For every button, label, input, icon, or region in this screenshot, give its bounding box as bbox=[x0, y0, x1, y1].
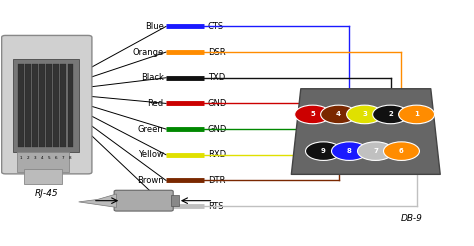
Circle shape bbox=[295, 105, 330, 124]
Text: DB-9: DB-9 bbox=[401, 214, 423, 222]
Text: Green: Green bbox=[138, 125, 164, 134]
Bar bbox=[61, 64, 66, 147]
Text: RXD: RXD bbox=[208, 150, 226, 159]
Circle shape bbox=[373, 105, 409, 124]
Circle shape bbox=[331, 142, 367, 160]
Bar bbox=[39, 64, 45, 147]
Bar bbox=[171, 195, 179, 206]
Text: 8: 8 bbox=[69, 156, 72, 160]
Text: Brown: Brown bbox=[137, 176, 164, 185]
Circle shape bbox=[383, 142, 419, 160]
Bar bbox=[24, 169, 62, 184]
Bar bbox=[25, 64, 31, 147]
Text: Yellow: Yellow bbox=[138, 150, 164, 159]
Text: 7: 7 bbox=[62, 156, 64, 160]
Text: Black: Black bbox=[141, 73, 164, 82]
FancyBboxPatch shape bbox=[1, 35, 92, 174]
Text: TXD: TXD bbox=[208, 73, 225, 82]
Bar bbox=[18, 64, 24, 147]
Text: RJ-45: RJ-45 bbox=[35, 189, 59, 198]
Text: GND: GND bbox=[208, 99, 227, 108]
Text: White: White bbox=[139, 202, 164, 211]
Bar bbox=[46, 64, 52, 147]
Circle shape bbox=[399, 105, 435, 124]
Text: 5: 5 bbox=[48, 156, 50, 160]
Text: 1: 1 bbox=[414, 111, 419, 117]
Circle shape bbox=[320, 105, 356, 124]
Circle shape bbox=[306, 142, 341, 160]
Text: RTS: RTS bbox=[208, 202, 223, 211]
Text: 4: 4 bbox=[41, 156, 43, 160]
Text: CTS: CTS bbox=[208, 22, 224, 31]
Text: 6: 6 bbox=[399, 148, 404, 154]
Bar bbox=[68, 64, 73, 147]
Text: 2: 2 bbox=[27, 156, 29, 160]
Text: GND: GND bbox=[208, 125, 227, 134]
Text: 3: 3 bbox=[362, 111, 367, 117]
Bar bbox=[17, 152, 69, 172]
Text: Blue: Blue bbox=[145, 22, 164, 31]
Text: 8: 8 bbox=[347, 148, 352, 154]
FancyBboxPatch shape bbox=[114, 190, 173, 211]
Text: 3: 3 bbox=[34, 156, 36, 160]
Text: 4: 4 bbox=[336, 111, 341, 117]
Bar bbox=[32, 64, 38, 147]
Bar bbox=[54, 64, 59, 147]
Text: Red: Red bbox=[147, 99, 164, 108]
Text: 5: 5 bbox=[310, 111, 315, 117]
Polygon shape bbox=[292, 89, 440, 174]
Polygon shape bbox=[79, 194, 117, 207]
Text: DTR: DTR bbox=[208, 176, 225, 185]
Bar bbox=[12, 59, 79, 152]
Circle shape bbox=[346, 105, 383, 124]
Circle shape bbox=[357, 142, 393, 160]
Text: DSR: DSR bbox=[208, 47, 225, 57]
Text: 7: 7 bbox=[373, 148, 378, 154]
Text: Orange: Orange bbox=[133, 47, 164, 57]
Text: 9: 9 bbox=[321, 148, 326, 154]
Text: 1: 1 bbox=[19, 156, 22, 160]
Text: 6: 6 bbox=[55, 156, 57, 160]
Text: 2: 2 bbox=[388, 111, 393, 117]
